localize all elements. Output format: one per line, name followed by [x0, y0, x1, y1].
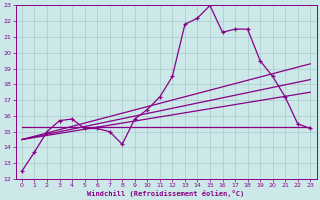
- X-axis label: Windchill (Refroidissement éolien,°C): Windchill (Refroidissement éolien,°C): [87, 190, 245, 197]
